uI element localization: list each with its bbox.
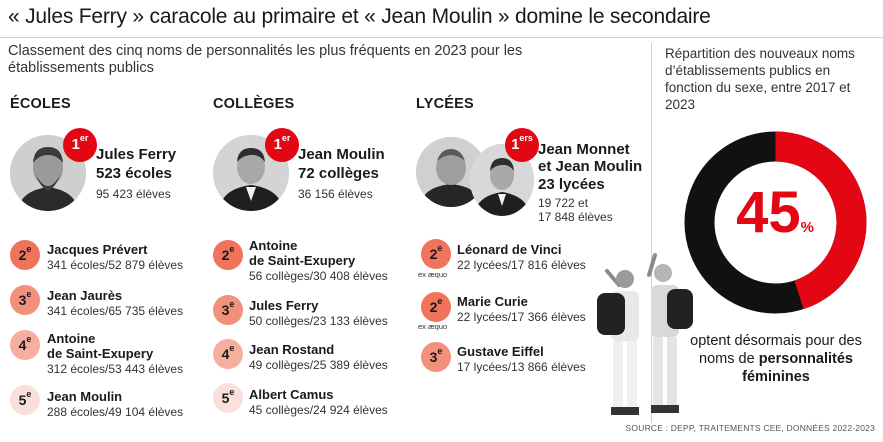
entry-name: Jacques Prévert	[47, 242, 148, 257]
tie-label: ex æquo	[418, 270, 448, 279]
rank-badge-2: 2e	[10, 240, 40, 270]
rank-badge-2: 2e	[421, 292, 451, 322]
entry-name: Albert Camus	[249, 387, 334, 402]
rank-badge-3: 3e	[10, 285, 40, 315]
top-name-line1: Jean Monnet	[538, 141, 630, 158]
page-title: « Jules Ferry » caracole au primaire et …	[8, 5, 711, 28]
gender-donut-chart	[684, 131, 867, 314]
entry-detail: 288 écoles/49 104 élèves	[47, 405, 184, 419]
entry-name-line1: Antoine	[47, 331, 96, 346]
conclusion-text: optent désormais pour des noms de person…	[690, 333, 862, 385]
students-illustration	[597, 253, 693, 415]
right-panel-text: Répartition des nouveaux noms d’établiss…	[665, 46, 855, 112]
column-head-colleges: COLLÈGES	[213, 96, 295, 112]
entry-detail: 341 écoles/52 879 élèves	[47, 258, 184, 272]
rank-badge-2: 2e	[213, 240, 243, 270]
entry-name-line1: Antoine	[249, 238, 298, 253]
title-divider	[0, 37, 883, 38]
tie-label: ex æquo	[418, 322, 448, 331]
entry-name: Jean Jaurès	[47, 288, 123, 303]
top-name: Jean Moulin	[298, 146, 385, 163]
portrait-jean-moulin-lycee	[470, 144, 534, 216]
rank-badge-5: 5e	[10, 385, 40, 415]
rank-badge-3: 3e	[213, 295, 243, 325]
right-panel-divider	[651, 43, 652, 423]
column-head-ecoles: ÉCOLES	[10, 96, 71, 112]
entry-detail: 49 collèges/25 389 élèves	[249, 358, 388, 372]
entry-name: Jean Rostand	[249, 342, 335, 357]
subtitle: Classement des cinq noms de personnalité…	[8, 43, 523, 76]
entry-name-line2: de Saint-Exupery	[47, 346, 154, 361]
portrait-jean-moulin-lycee-image	[470, 144, 534, 216]
entry-detail: 312 écoles/53 443 élèves	[47, 362, 184, 376]
entry-detail: 341 écoles/65 735 élèves	[47, 304, 184, 318]
top-count: 523 écoles	[96, 165, 172, 182]
entry-detail: 45 collèges/24 924 élèves	[249, 403, 388, 417]
entry-detail: 22 lycées/17 816 élèves	[457, 258, 586, 272]
rank-badge-1: 1er	[63, 128, 97, 162]
portrait-jean-moulin-image	[213, 135, 289, 211]
top-name: Jules Ferry	[96, 146, 177, 163]
entry-name: Gustave Eiffel	[457, 344, 544, 359]
entry-name: Jules Ferry	[249, 298, 319, 313]
top-count: 23 lycées	[538, 176, 605, 193]
rank-badge-1: 1ers	[505, 128, 539, 162]
rank-badge-4: 4e	[10, 330, 40, 360]
rank-badge-5: 5e	[213, 383, 243, 413]
donut-segment-femmes	[774, 131, 867, 310]
top-students: 36 156 élèves	[298, 187, 373, 201]
top-name-line2: et Jean Moulin	[538, 158, 643, 175]
rank-badge-4: 4e	[213, 339, 243, 369]
column-head-lycees: LYCÉES	[416, 96, 474, 112]
top-count: 72 collèges	[298, 165, 379, 182]
entry-detail: 17 lycées/13 866 élèves	[457, 360, 586, 374]
source-note: SOURCE : DEPP, TRAITEMENTS CEE, DONNÉES …	[625, 423, 875, 433]
rank-badge-2: 2e	[421, 239, 451, 269]
entry-name: Marie Curie	[457, 294, 528, 309]
entry-name: Jean Moulin	[47, 389, 123, 404]
entry-name: Léonard de Vinci	[457, 242, 562, 257]
entry-detail: 22 lycées/17 366 élèves	[457, 310, 586, 324]
entry-detail: 56 collèges/30 408 élèves	[249, 269, 388, 283]
rank-badge-1: 1er	[265, 128, 299, 162]
rank-badge-3: 3e	[421, 342, 451, 372]
top-students-line2: 17 848 élèves	[538, 210, 613, 224]
entry-detail: 50 collèges/23 133 élèves	[249, 314, 388, 328]
percent-value: 45%	[736, 180, 814, 245]
entry-name-line2: de Saint-Exupery	[249, 253, 356, 268]
top-students-line1: 19 722 et	[538, 196, 589, 210]
top-students: 95 423 élèves	[96, 187, 171, 201]
